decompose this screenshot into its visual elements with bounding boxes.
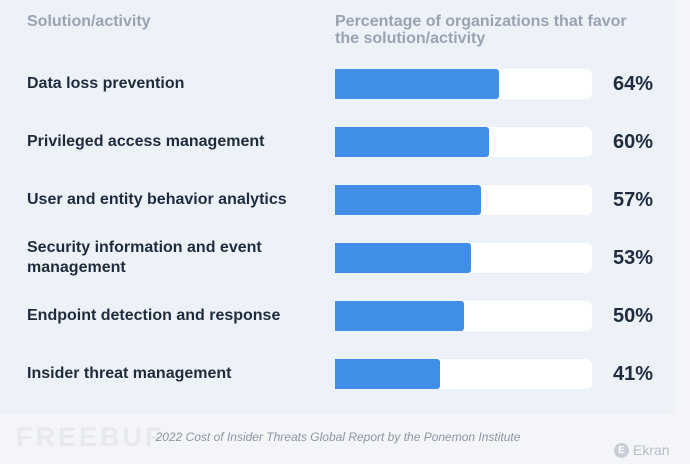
- bar-track: [335, 301, 592, 331]
- value-label: 41%: [612, 363, 654, 385]
- value-label: 64%: [612, 73, 654, 95]
- bar: [335, 185, 481, 215]
- bar: [335, 359, 440, 389]
- watermark-text: FREEBUF: [16, 422, 165, 452]
- value-label: 57%: [612, 189, 654, 211]
- source-caption: 2022 Cost of Insider Threats Global Repo…: [155, 430, 521, 444]
- value-label: 60%: [612, 131, 654, 153]
- value-label: 50%: [612, 305, 654, 327]
- category-label: Data loss prevention: [27, 75, 185, 92]
- bar-track: [335, 359, 592, 389]
- category-label: Insider threat management: [27, 365, 232, 382]
- bar: [335, 127, 489, 157]
- brand-name: Ekran: [633, 442, 670, 458]
- category-label: User and entity behavior analytics: [27, 191, 287, 208]
- bar-track: [335, 243, 592, 273]
- bar: [335, 69, 499, 99]
- category-label: Security information and event managemen…: [27, 239, 262, 276]
- bar-track: [335, 127, 592, 157]
- bar: [335, 243, 471, 273]
- category-label: Endpoint detection and response: [27, 307, 281, 324]
- category-column-header: Solution/activity: [27, 13, 151, 30]
- value-label: 53%: [612, 247, 654, 269]
- bar-track: [335, 69, 592, 99]
- value-column-header: Percentage of organizations that favor t…: [335, 13, 627, 47]
- category-label: Privileged access management: [27, 133, 265, 150]
- ekran-logo: E Ekran: [614, 442, 670, 458]
- ekran-logo-icon: E: [614, 442, 629, 458]
- bar: [335, 301, 464, 331]
- chart-panel: Solution/activity Percentage of organiza…: [27, 13, 654, 389]
- bar-track: [335, 185, 592, 215]
